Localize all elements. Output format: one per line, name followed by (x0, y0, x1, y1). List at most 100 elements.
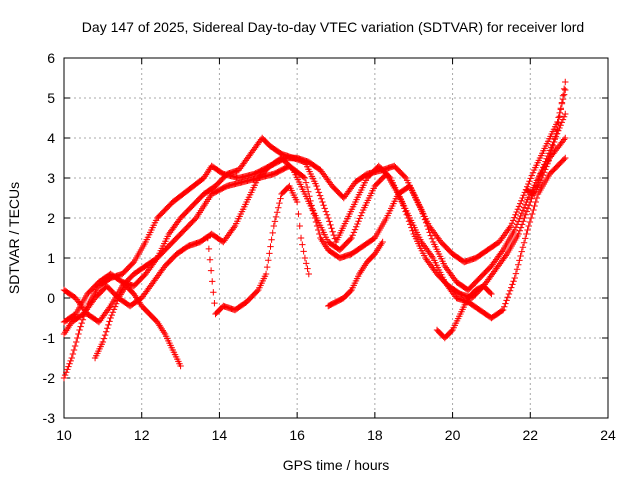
data-point (301, 254, 309, 262)
data-point (177, 362, 184, 370)
data-point (523, 230, 530, 238)
data-point (271, 218, 279, 225)
y-tick-label: 6 (47, 50, 55, 66)
data-point (501, 303, 508, 310)
data-point (64, 366, 71, 373)
data-point (524, 205, 532, 212)
data-point (509, 217, 517, 224)
data-point (513, 266, 521, 273)
data-point (230, 224, 238, 231)
data-point (106, 318, 113, 325)
data-point (268, 236, 275, 243)
data-point (316, 230, 323, 238)
data-point (546, 154, 553, 162)
data-point (300, 173, 307, 181)
data-point (504, 294, 511, 301)
data-point (328, 225, 335, 232)
data-point (296, 222, 303, 230)
data-point (99, 338, 107, 346)
data-point (516, 257, 523, 264)
data-point (552, 134, 559, 142)
data-point (100, 335, 108, 342)
data-point (63, 369, 70, 376)
data-point (102, 328, 110, 335)
data-point (513, 221, 521, 228)
data-point (527, 175, 534, 182)
data-point (562, 134, 569, 142)
data-point (539, 171, 547, 179)
data-point (327, 221, 334, 229)
data-point (562, 86, 569, 94)
data-point (69, 350, 77, 358)
data-point (77, 323, 84, 330)
data-point (267, 243, 274, 250)
data-point (111, 303, 119, 310)
data-point (330, 231, 337, 239)
x-tick-label: 14 (212, 427, 228, 443)
data-point (204, 234, 211, 242)
data-point (529, 210, 536, 218)
data-point (379, 238, 386, 246)
data-point (525, 180, 532, 188)
data-point (323, 211, 331, 218)
data-point (295, 210, 302, 218)
data-point (487, 289, 494, 297)
data-point (559, 92, 567, 99)
y-tick-label: -3 (43, 410, 56, 426)
data-point (421, 216, 429, 223)
data-point (522, 201, 529, 208)
data-point (101, 331, 109, 339)
data-point (523, 208, 530, 215)
data-points (60, 78, 569, 382)
data-point (560, 91, 568, 98)
data-point (554, 126, 561, 134)
data-point (302, 179, 310, 186)
data-point (555, 119, 562, 127)
data-point (315, 189, 323, 196)
data-point (276, 199, 283, 207)
data-point (275, 204, 282, 211)
data-point (357, 212, 365, 219)
data-point (511, 214, 518, 221)
data-point (358, 209, 366, 216)
data-point (562, 78, 569, 86)
data-point (356, 215, 363, 222)
data-point (66, 360, 73, 367)
data-point (531, 202, 538, 210)
data-point (304, 265, 311, 272)
data-point (329, 228, 336, 235)
data-point (512, 224, 520, 231)
data-point (351, 226, 359, 233)
y-tick-label: 2 (47, 210, 55, 226)
data-point (522, 235, 529, 242)
data-point (348, 234, 355, 242)
data-point (509, 281, 516, 288)
data-point (515, 261, 522, 268)
data-point (424, 222, 431, 230)
data-point (507, 222, 515, 230)
data-point (510, 278, 517, 285)
series-trace-5 (91, 282, 184, 370)
data-point (515, 230, 522, 238)
data-point (347, 287, 354, 295)
data-point (349, 232, 356, 239)
data-point (299, 241, 306, 248)
data-point (76, 326, 83, 334)
data-point (419, 210, 426, 217)
y-tick-label: 5 (47, 90, 55, 106)
data-point (511, 226, 518, 234)
data-point (78, 319, 85, 327)
data-point (540, 169, 548, 176)
data-point (524, 226, 531, 234)
data-point (550, 138, 558, 146)
y-tick-label: 4 (47, 130, 55, 146)
data-point (112, 300, 120, 307)
data-point (420, 213, 428, 220)
data-point (520, 239, 528, 246)
data-point (516, 215, 523, 222)
data-point (517, 212, 524, 220)
data-point (68, 354, 75, 362)
data-point (211, 299, 218, 307)
